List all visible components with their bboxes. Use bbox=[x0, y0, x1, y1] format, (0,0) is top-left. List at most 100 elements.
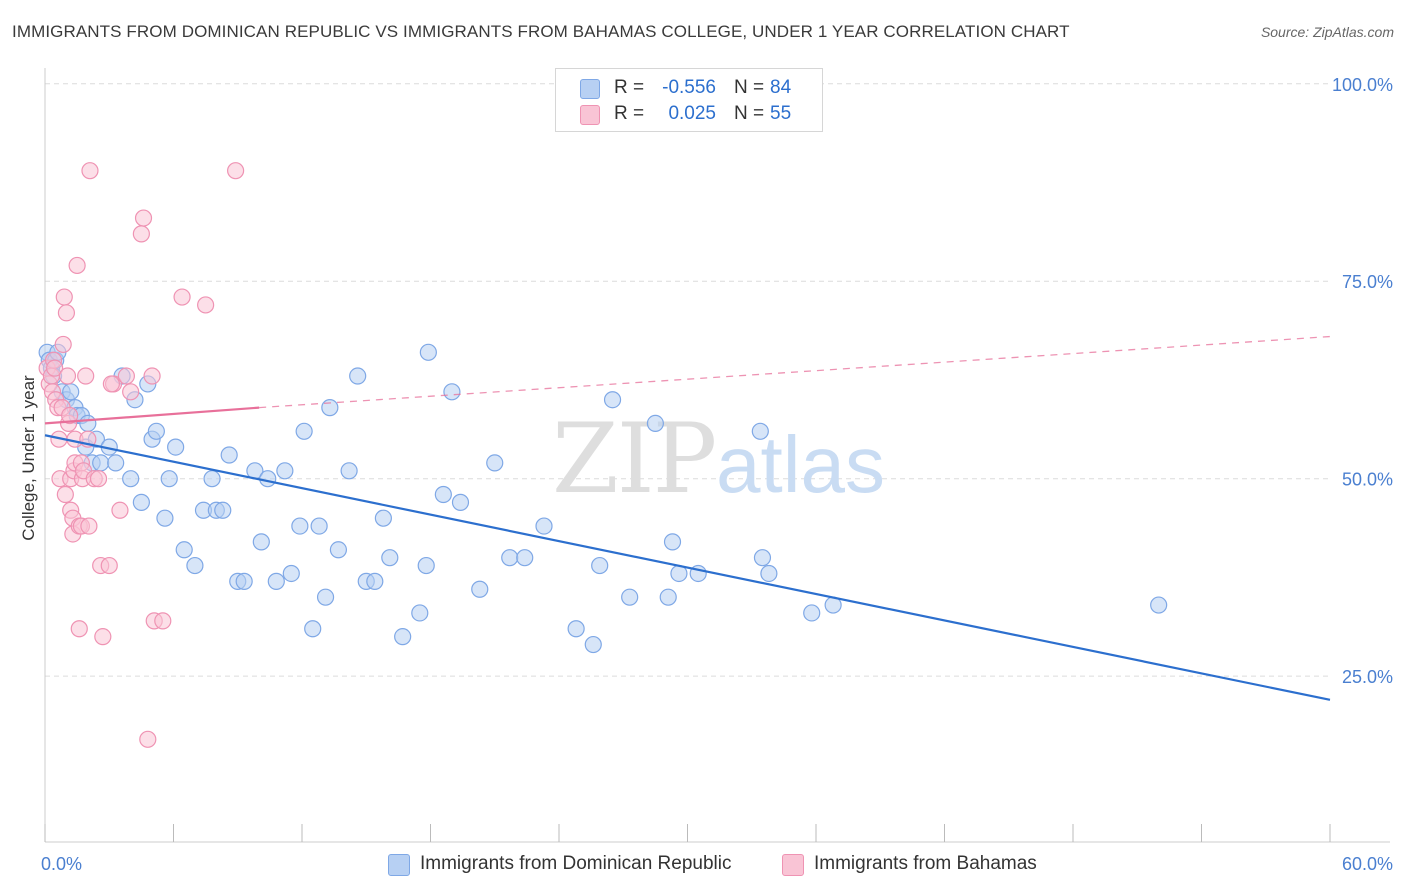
data-point bbox=[173, 288, 191, 306]
data-point bbox=[329, 541, 348, 559]
data-point bbox=[139, 730, 157, 748]
data-point bbox=[252, 533, 270, 551]
series-bahamas-points bbox=[38, 162, 245, 748]
legend-swatch-dominican bbox=[580, 79, 600, 99]
data-point bbox=[267, 572, 285, 590]
series-legend-swatch-dominican bbox=[388, 854, 410, 876]
legend-row-bahamas: R = 0.025 N = 55 bbox=[556, 101, 822, 127]
data-point bbox=[259, 470, 277, 488]
data-point bbox=[117, 367, 135, 385]
data-point bbox=[160, 470, 178, 488]
data-point bbox=[70, 620, 88, 638]
data-point bbox=[122, 470, 140, 488]
series-legend-swatch-bahamas bbox=[782, 854, 804, 876]
x-tick-label: 60.0% bbox=[1342, 854, 1393, 874]
legend-n-value: 55 bbox=[770, 103, 792, 124]
data-point bbox=[443, 383, 461, 401]
data-point bbox=[451, 493, 470, 511]
data-point bbox=[100, 556, 118, 575]
data-point bbox=[55, 288, 73, 306]
legend-n-label: N = bbox=[734, 77, 765, 98]
data-point bbox=[111, 501, 129, 519]
data-point bbox=[220, 446, 238, 464]
data-point bbox=[374, 509, 392, 527]
data-point bbox=[276, 462, 294, 480]
data-point bbox=[646, 414, 664, 433]
trendline-extension bbox=[259, 335, 1331, 409]
data-point bbox=[366, 572, 384, 590]
data-point bbox=[81, 162, 99, 180]
data-point bbox=[214, 501, 232, 519]
data-point bbox=[340, 462, 358, 480]
data-point bbox=[535, 517, 553, 535]
data-point bbox=[154, 612, 172, 630]
legend-n-label: N = bbox=[734, 103, 765, 124]
data-point bbox=[102, 375, 120, 393]
legend-row-dominican: R = -0.556 N = 84 bbox=[556, 75, 822, 101]
data-point bbox=[61, 406, 79, 425]
data-point bbox=[751, 422, 769, 440]
data-point bbox=[92, 454, 110, 472]
data-point bbox=[68, 256, 86, 275]
data-point bbox=[291, 517, 309, 535]
watermark: ZIP atlas bbox=[552, 403, 885, 515]
trendlines bbox=[44, 335, 1331, 701]
watermark-zip: ZIP bbox=[552, 403, 715, 515]
data-point bbox=[316, 588, 335, 606]
data-point bbox=[107, 454, 125, 472]
data-point bbox=[486, 454, 504, 472]
data-point bbox=[58, 367, 77, 385]
data-point bbox=[143, 367, 161, 385]
data-point bbox=[417, 556, 435, 575]
data-point bbox=[394, 628, 412, 646]
x-tick-label: 0.0% bbox=[41, 854, 82, 874]
legend-r-label: R = bbox=[614, 103, 645, 124]
data-point bbox=[62, 383, 80, 401]
data-point bbox=[175, 541, 193, 559]
series-legend: Immigrants from Dominican Republic Immig… bbox=[0, 852, 1406, 878]
data-point bbox=[156, 509, 174, 527]
legend-n-value: 84 bbox=[770, 77, 792, 98]
data-point bbox=[803, 604, 821, 622]
data-point bbox=[471, 580, 489, 598]
data-point bbox=[295, 422, 313, 440]
data-point bbox=[419, 343, 437, 361]
data-point bbox=[134, 209, 153, 227]
data-point bbox=[203, 470, 221, 488]
data-point bbox=[122, 383, 140, 401]
legend-r-label: R = bbox=[614, 77, 645, 98]
data-point bbox=[591, 556, 609, 575]
data-point bbox=[659, 588, 677, 606]
y-tick-label: 25.0% bbox=[1342, 667, 1393, 687]
data-point bbox=[310, 517, 328, 535]
data-point bbox=[304, 620, 322, 638]
data-point bbox=[621, 588, 639, 606]
data-point bbox=[603, 391, 622, 409]
data-point bbox=[434, 485, 452, 504]
data-point bbox=[1150, 596, 1168, 614]
legend-r-value: -0.556 bbox=[662, 77, 716, 98]
data-point bbox=[46, 359, 64, 377]
data-point bbox=[147, 422, 165, 440]
correlation-legend: R = -0.556 N = 84 R = 0.025 N = 55 bbox=[555, 68, 823, 132]
data-point bbox=[54, 335, 72, 354]
data-point bbox=[227, 162, 245, 180]
data-point bbox=[80, 517, 98, 535]
data-point bbox=[186, 556, 204, 575]
data-point bbox=[516, 549, 534, 567]
data-point bbox=[753, 549, 772, 567]
data-point bbox=[94, 628, 112, 646]
data-point bbox=[56, 485, 74, 504]
y-tick-label: 75.0% bbox=[1342, 272, 1393, 292]
legend-r-value: 0.025 bbox=[668, 103, 716, 124]
legend-swatch-bahamas bbox=[580, 105, 600, 125]
data-point bbox=[501, 549, 519, 567]
data-point bbox=[167, 438, 185, 456]
data-point bbox=[663, 533, 682, 551]
data-point bbox=[321, 399, 339, 417]
series-legend-label-bahamas: Immigrants from Bahamas bbox=[814, 853, 1037, 874]
data-point bbox=[132, 493, 150, 511]
data-point bbox=[77, 367, 95, 385]
data-point bbox=[282, 564, 300, 583]
